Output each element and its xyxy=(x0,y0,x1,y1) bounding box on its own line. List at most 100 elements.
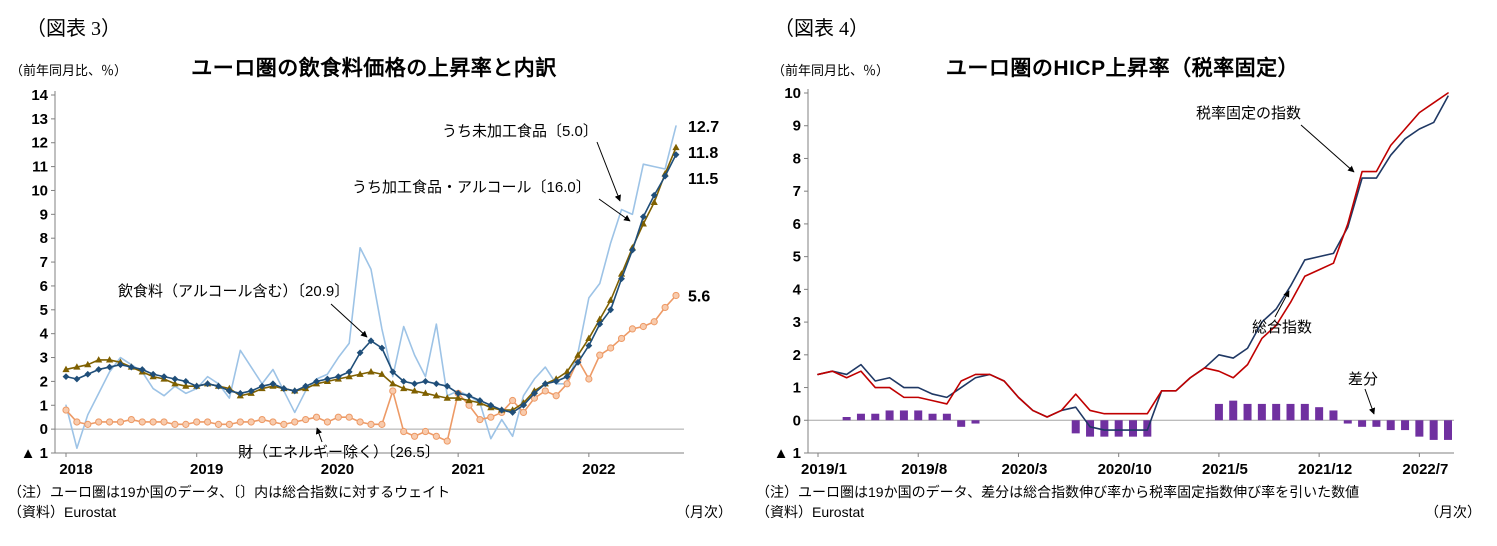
x-tick-label: 2022/7 xyxy=(1402,461,1448,478)
series-constant-tax-index xyxy=(817,92,1449,418)
y-tick-label: 7 xyxy=(793,183,801,200)
figure4-source-row: （資料）Eurostat （月次） xyxy=(756,502,1481,522)
x-tick-label: 2022 xyxy=(582,461,615,478)
figure4-label: （図表 4） xyxy=(774,18,869,40)
y-tick-label: 13 xyxy=(31,111,48,128)
series-end-value: 12.7 xyxy=(688,119,719,136)
y-tick-label: 9 xyxy=(793,118,801,135)
annotation-arrow xyxy=(596,141,621,202)
series-difference xyxy=(842,400,1452,440)
bar-difference xyxy=(928,413,937,421)
x-tick-label: 2020/3 xyxy=(1002,461,1048,478)
series-food-beverage xyxy=(62,151,680,416)
bar-difference xyxy=(1071,420,1080,434)
x-tick-label: 2020 xyxy=(321,461,354,478)
bar-difference xyxy=(1358,420,1367,427)
y-tick-label: ▲ 1 xyxy=(774,445,801,462)
bar-difference xyxy=(1257,403,1266,421)
y-tick-label: 6 xyxy=(793,216,801,233)
series-unprocessed-food xyxy=(65,125,677,450)
figure3-note: （注）ユーロ圏は19か国のデータ、〔〕内は総合指数に対するウェイト xyxy=(8,484,451,500)
bar-difference xyxy=(871,413,880,421)
figure3-title: ユーロ圏の飲食料価格の上昇率と内訳 xyxy=(191,57,557,80)
bar-difference xyxy=(1243,403,1252,421)
annotation-arrow xyxy=(598,198,631,222)
bar-difference xyxy=(1286,403,1295,421)
x-tick-label: 2019/1 xyxy=(801,461,847,478)
series-end-value: 11.8 xyxy=(688,145,718,162)
figure4-frequency: （月次） xyxy=(1425,504,1481,520)
annotation-arrow xyxy=(1300,124,1355,173)
y-tick-label: 10 xyxy=(31,182,48,199)
y-tick-label: 8 xyxy=(40,230,48,247)
y-tick-label: 4 xyxy=(40,326,49,343)
y-tick-label: 8 xyxy=(793,150,801,167)
x-tick-label: 2021 xyxy=(451,461,484,478)
figure3-label: （図表 3） xyxy=(26,18,121,40)
y-tick-label: 1 xyxy=(40,397,48,414)
annotation-label: うち加工食品・アルコール〔16.0〕 xyxy=(352,179,591,196)
y-tick-label: 9 xyxy=(40,206,48,223)
bar-difference xyxy=(1329,410,1338,421)
annotation-label: 財（エネルギー除く）〔26.5〕 xyxy=(238,444,440,461)
bar-difference xyxy=(856,413,865,421)
bar-difference xyxy=(1372,420,1381,427)
figure4-title: ユーロ圏のHICP上昇率（税率固定） xyxy=(945,57,1300,80)
y-tick-label: 2 xyxy=(793,347,801,364)
annotation-label: 飲食料（アルコール含む）〔20.9〕 xyxy=(118,283,349,300)
bar-difference xyxy=(1214,403,1223,421)
y-tick-label: 11 xyxy=(32,159,48,176)
y-tick-label: 1 xyxy=(793,380,801,397)
y-tick-label: 7 xyxy=(40,254,48,271)
figure4-y-axis-unit: （前年同月比、％） xyxy=(772,63,890,78)
y-tick-label: 14 xyxy=(31,87,48,104)
series-end-value: 5.6 xyxy=(688,288,710,305)
bar-difference xyxy=(1429,420,1438,440)
figure3-source: （資料）Eurostat xyxy=(8,504,117,520)
bar-difference xyxy=(971,420,980,424)
y-tick-label: 5 xyxy=(40,302,48,319)
annotation-arrow xyxy=(1364,388,1376,415)
x-tick-label: 2020/10 xyxy=(1098,461,1152,478)
x-tick-label: 2021/12 xyxy=(1298,461,1352,478)
figure3-panel: （図表 3） （前年同月比、％） ユーロ圏の飲食料価格の上昇率と内訳 ▲ 1 0 1… xyxy=(0,0,748,546)
bar-difference xyxy=(914,410,923,421)
figure3-source-row: （資料）Eurostat （月次） xyxy=(8,502,732,522)
x-tick-label: 2019 xyxy=(190,461,223,478)
bar-difference xyxy=(1315,407,1324,421)
y-tick-label: 12 xyxy=(31,135,48,152)
annotation-label: 差分 xyxy=(1348,371,1378,388)
annotation-arrow xyxy=(315,427,323,443)
figure4-note: （注）ユーロ圏は19か国のデータ、差分は総合指数伸び率から税率固定指数伸び率を引… xyxy=(756,484,1360,500)
bar-difference xyxy=(1415,420,1424,437)
y-tick-label: 6 xyxy=(40,278,48,295)
y-tick-label: 0 xyxy=(793,412,801,429)
y-tick-label: 3 xyxy=(793,314,801,331)
bar-difference xyxy=(1272,403,1281,421)
bar-difference xyxy=(957,420,966,427)
bar-difference xyxy=(1343,420,1352,424)
bar-difference xyxy=(1444,420,1452,440)
bar-difference xyxy=(1300,403,1309,421)
y-tick-label: 0 xyxy=(40,421,48,438)
bar-difference xyxy=(1086,420,1095,437)
y-tick-label: ▲ 1 xyxy=(21,445,48,462)
bar-difference xyxy=(1401,420,1410,431)
y-tick-label: 2 xyxy=(40,373,48,390)
figure4-source: （資料）Eurostat xyxy=(756,504,865,520)
figure4-panel: （図表 4） （前年同月比、％） ユーロ圏のHICP上昇率（税率固定） ▲ 1 0… xyxy=(748,0,1497,546)
bar-difference xyxy=(1100,420,1109,437)
annotation-arrow xyxy=(1274,290,1290,318)
annotation-arrow xyxy=(330,303,368,338)
figure3-y-axis-unit: （前年同月比、％） xyxy=(10,63,128,78)
bar-difference xyxy=(942,413,951,421)
x-tick-label: 2019/8 xyxy=(901,461,947,478)
annotation-label: 総合指数 xyxy=(1252,319,1312,336)
bar-difference xyxy=(842,417,851,421)
y-tick-label: 3 xyxy=(40,350,48,367)
y-tick-label: 10 xyxy=(784,85,801,102)
series-end-value: 11.5 xyxy=(688,171,718,188)
bar-difference xyxy=(1129,420,1137,437)
